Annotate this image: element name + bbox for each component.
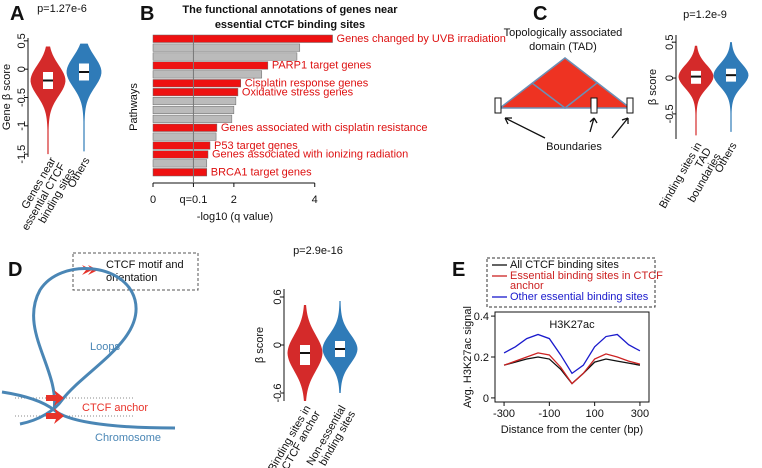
x-tick-label: 2 <box>231 194 237 206</box>
bar-label: Genes changed by UVB irradiation <box>337 33 506 45</box>
violin <box>66 43 102 152</box>
bar-label: Genes associated with ionizing radiation <box>212 149 408 161</box>
y-axis-label: Gene β score <box>1 64 13 130</box>
bar-label: BRCA1 target genes <box>211 167 312 179</box>
y-axis-label: β score <box>254 327 266 363</box>
y-tick-label: 0 <box>272 342 284 348</box>
tad-subdomain <box>531 82 598 109</box>
anchor-label: CTCF anchor <box>82 402 148 414</box>
tad-title: Topologically associated domain (TAD) <box>504 27 623 53</box>
x-tick-label: -300 <box>493 408 515 420</box>
line-series <box>503 333 641 375</box>
line-series <box>503 356 641 385</box>
x-tick-label: q=0.1 <box>180 194 208 206</box>
bar <box>152 43 301 52</box>
chart-title: p=2.9e-16 <box>293 245 343 257</box>
x-axis-label: -log10 (q value) <box>197 211 273 223</box>
boundary <box>626 97 634 114</box>
bar <box>152 70 263 79</box>
y-tick-label: 0.4 <box>474 311 489 323</box>
tad-diagram: Topologically associated domain (TAD) Bou… <box>494 27 634 153</box>
chart-title: H3K27ac <box>549 319 595 331</box>
x-tick-label: -100 <box>538 408 560 420</box>
bar <box>152 150 209 159</box>
line-series <box>503 352 641 385</box>
bar <box>152 34 333 43</box>
bar <box>152 52 298 61</box>
x-tick-label: 0 <box>150 194 156 206</box>
loop-diagram: CTCF motif and orientation Loops CTCF anc… <box>1 252 199 444</box>
bar <box>152 97 237 106</box>
panel-label: D <box>8 259 22 281</box>
tad-triangle <box>497 57 633 109</box>
panel-label: E <box>452 259 465 281</box>
chart-title: The functional annotations of genes near… <box>182 4 398 31</box>
y-tick-label: 0 <box>483 393 489 405</box>
chromosome-label: Chromosome <box>95 432 161 444</box>
bar-label: Genes associated with cisplatin resistan… <box>221 122 428 134</box>
legend-label: Essential binding sites in CTCF anchor <box>510 270 663 292</box>
y-tick-label: 0 <box>16 66 28 72</box>
bar-label: PARP1 target genes <box>272 60 372 72</box>
box <box>300 345 310 365</box>
chart-title: p=1.27e-6 <box>37 3 87 15</box>
y-axis-label: Avg. H3K27ac signal <box>462 306 474 408</box>
bar <box>152 159 208 168</box>
y-axis-label: Pathways <box>128 83 140 131</box>
ctcf-motifs <box>46 390 64 424</box>
panel-label: A <box>10 3 24 25</box>
x-tick-label: 4 <box>312 194 318 206</box>
loops-label: Loops <box>90 341 120 353</box>
y-tick-label: -1 <box>16 121 28 131</box>
y-tick-label: -0.5 <box>16 88 28 107</box>
y-tick-label: 0.2 <box>474 352 489 364</box>
bar <box>152 141 211 150</box>
bar <box>152 61 269 70</box>
y-tick-label: 0.5 <box>16 33 28 48</box>
bar <box>152 123 218 132</box>
boundary <box>494 97 502 114</box>
x-tick-label: Genes nearessential CTCFbinding sites <box>10 155 78 238</box>
boundary <box>590 97 598 114</box>
boundary-arrows <box>504 117 629 139</box>
legend-box <box>486 257 656 308</box>
bar <box>152 168 208 177</box>
x-tick-label: Binding sites inTADboundaries <box>657 140 724 222</box>
violin <box>30 46 66 155</box>
y-tick-label: 0.5 <box>664 35 676 50</box>
chart-title: p=1.2e-9 <box>683 9 727 21</box>
x-tick-label: 300 <box>631 408 649 420</box>
bar <box>152 132 217 141</box>
y-tick-label: -0.6 <box>272 384 284 403</box>
bar-label: Oxidative stress genes <box>242 86 354 98</box>
loop <box>19 267 138 426</box>
violin <box>713 42 749 132</box>
y-tick-label: -1.5 <box>16 145 28 164</box>
x-axis-label: Distance from the center (bp) <box>501 424 643 436</box>
bar <box>152 79 241 88</box>
legend-label: Other essential binding sites <box>510 291 649 303</box>
bar <box>152 114 233 123</box>
x-tick-label: 100 <box>585 408 603 420</box>
y-axis-label: β score <box>647 69 659 105</box>
bar-label: Cisplatin response genes <box>245 78 369 90</box>
motif-legend: CTCF motif and orientation <box>106 259 184 284</box>
y-tick-label: 0.6 <box>272 289 284 304</box>
panel-label: C <box>533 3 547 25</box>
panel-label: B <box>140 3 154 25</box>
legend-box <box>72 252 199 291</box>
legend-label: All CTCF binding sites <box>510 259 619 271</box>
bar <box>152 88 239 97</box>
y-tick-label: 0 <box>664 75 676 81</box>
boundaries-label: Boundaries <box>546 141 602 153</box>
violin <box>678 45 714 136</box>
bar-label: P53 target genes <box>214 140 298 152</box>
y-tick-label: -0.5 <box>664 104 676 123</box>
